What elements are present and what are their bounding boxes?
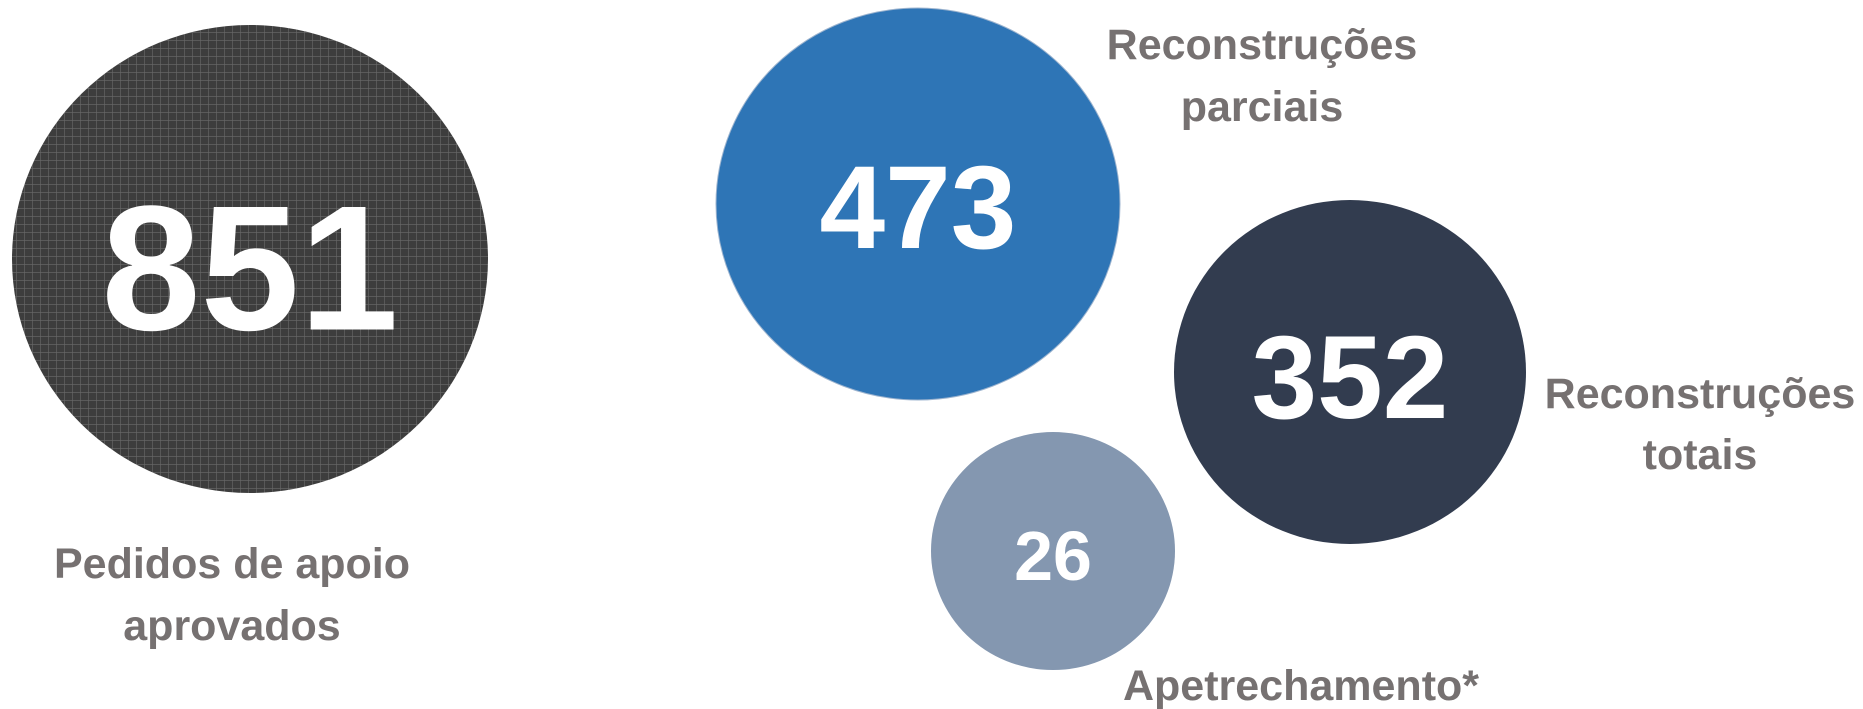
total-value: 851 [102, 169, 399, 368]
partial-value: 473 [820, 142, 1017, 274]
partial-label: parciais [1181, 83, 1344, 131]
partial-label: Reconstruções [1107, 21, 1418, 69]
total-rebuild-value: 352 [1252, 312, 1449, 444]
partial-circle [715, 7, 1121, 401]
equipment-circle [931, 432, 1175, 670]
total-label: aprovados [123, 602, 340, 650]
equipment-label: Apetrechamento* [1123, 662, 1479, 709]
total-circle [12, 25, 488, 493]
total-label: Pedidos de apoio [54, 540, 410, 588]
total-rebuild-label: Reconstruções [1545, 370, 1856, 418]
total-rebuild-circle [1174, 200, 1526, 544]
total-rebuild-label: totais [1643, 431, 1758, 479]
equipment-value: 26 [1014, 517, 1092, 595]
